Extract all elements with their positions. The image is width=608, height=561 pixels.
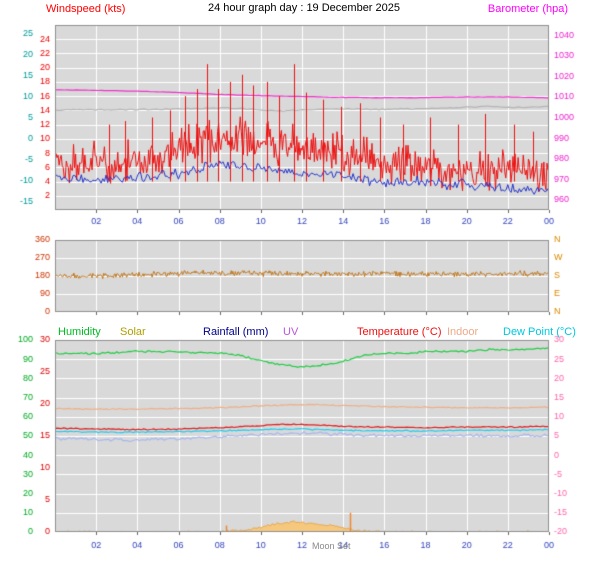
legend-dewpoint: Dew Point (°C) — [503, 326, 576, 338]
legend-rainfall: Rainfall (mm) — [203, 326, 269, 338]
legend-humidity: Humidity — [58, 326, 101, 338]
legend-uv: UV — [283, 326, 299, 338]
windspeed-axis-title: Windspeed (kts) — [46, 3, 126, 15]
barometer-axis-title: Barometer (hpa) — [487, 3, 568, 15]
legend-temperature: Temperature (°C) — [357, 326, 442, 338]
legend-solar: Solar — [120, 326, 146, 338]
legend-row: Humidity Solar Rainfall (mm) UV Temperat… — [0, 326, 608, 340]
graph-title: 24 hour graph day : 19 December 2025 — [207, 2, 401, 14]
legend-indoor: Indoor — [447, 326, 479, 338]
moon-set-label: Moon Set — [312, 541, 351, 551]
